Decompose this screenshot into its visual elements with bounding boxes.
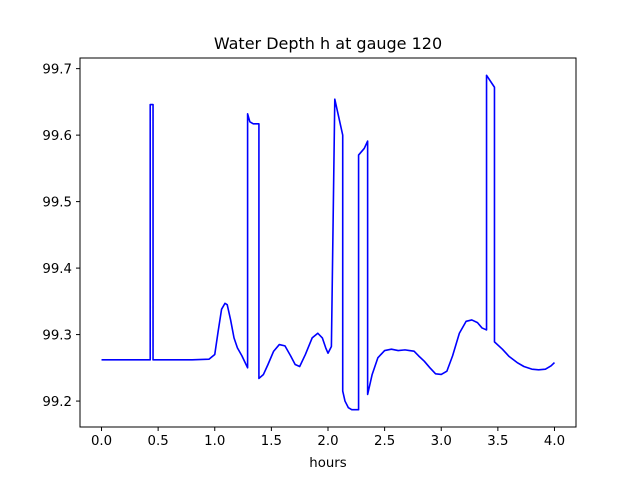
series-layer <box>101 74 556 411</box>
plot-area <box>80 58 576 427</box>
y-axis-ticks: 99.2 99.3 99.4 99.5 99.6 99.7 <box>42 63 80 410</box>
series-line-0 <box>101 74 556 411</box>
x-tick-label: 1.0 <box>204 434 225 449</box>
y-tick-label: 99.4 <box>42 262 72 277</box>
y-tick-label: 99.5 <box>42 196 72 211</box>
x-tick-label: 3.0 <box>431 434 452 449</box>
plot-frame <box>79 57 577 428</box>
x-tick-label: 4.0 <box>544 434 565 449</box>
x-tick-label: 2.5 <box>374 434 395 449</box>
y-tick-label: 99.3 <box>42 329 72 344</box>
x-tick-label: 3.5 <box>487 434 508 449</box>
x-axis-label: hours <box>309 456 346 471</box>
x-tick-label: 1.5 <box>261 434 282 449</box>
x-tick-label: 0.0 <box>91 434 112 449</box>
y-tick-label: 99.2 <box>42 395 72 410</box>
y-tick-label: 99.6 <box>42 129 72 144</box>
x-tick-label: 0.5 <box>148 434 169 449</box>
y-tick-label: 99.7 <box>42 63 72 78</box>
x-axis-ticks: 0.0 0.5 1.0 1.5 2.0 2.5 3.0 3.5 4.0 <box>91 427 565 449</box>
chart-title: Water Depth h at gauge 120 <box>214 34 442 53</box>
x-tick-label: 2.0 <box>317 434 338 449</box>
